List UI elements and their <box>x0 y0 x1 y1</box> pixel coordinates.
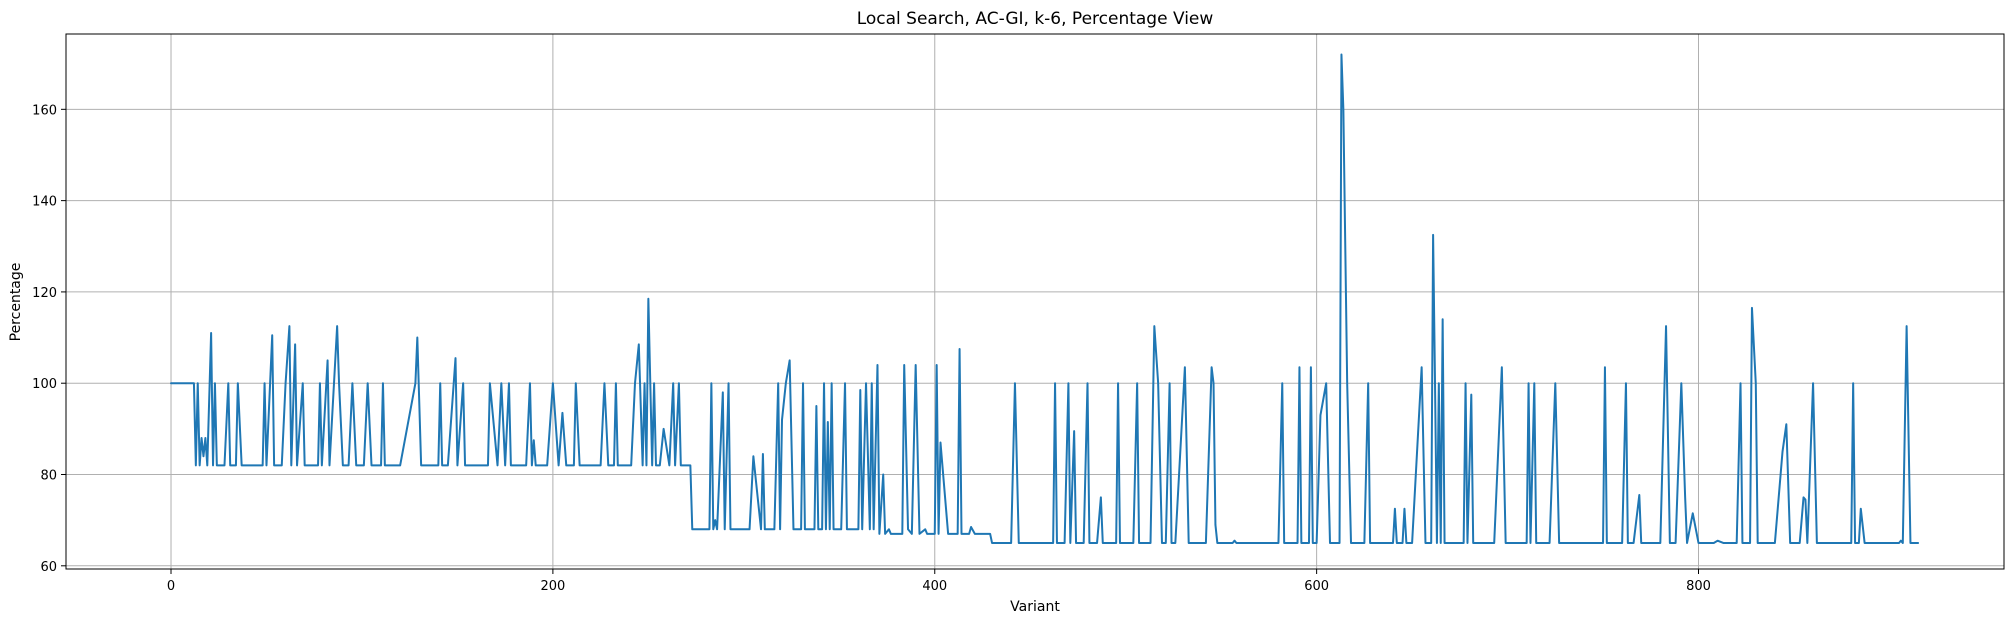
x-axis: 0 200 400 600 800 <box>167 569 1711 594</box>
series-layer <box>170 53 1920 544</box>
x-tick-label: 0 <box>167 579 175 594</box>
x-tick-label: 600 <box>1304 579 1329 594</box>
y-tick-label: 60 <box>40 560 57 575</box>
y-axis-label: Percentage <box>8 263 24 342</box>
x-tick-label: 800 <box>1686 579 1711 594</box>
series-line-0 <box>170 53 1920 544</box>
y-tick-label: 140 <box>32 195 57 210</box>
y-axis: 60 80 100 120 140 160 <box>32 103 66 575</box>
x-tick-label: 400 <box>922 579 947 594</box>
y-tick-label: 120 <box>32 286 57 301</box>
y-tick-label: 160 <box>32 103 57 118</box>
grid-layer <box>66 34 2004 569</box>
y-tick-label: 100 <box>32 377 57 392</box>
plot-frame <box>65 33 2005 570</box>
chart-title: Local Search, AC-GI, k-6, Percentage Vie… <box>857 9 1214 29</box>
x-tick-label: 200 <box>540 579 565 594</box>
y-tick-label: 80 <box>40 469 57 484</box>
x-axis-label: Variant <box>1010 599 1060 615</box>
